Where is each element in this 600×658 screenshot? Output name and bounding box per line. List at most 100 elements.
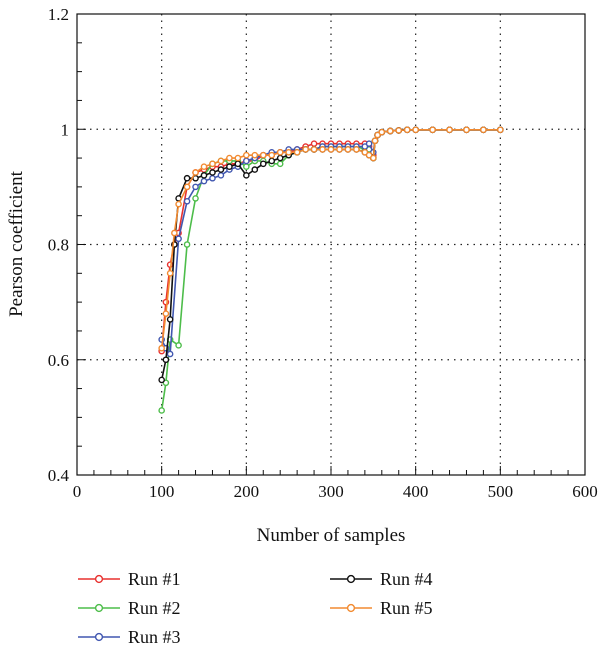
data-point <box>310 146 318 153</box>
x-tick-label: 600 <box>572 482 598 501</box>
data-point <box>243 151 250 159</box>
legend-marker <box>94 632 104 642</box>
legend-item: Run #4 <box>330 569 433 589</box>
tick-labels: 0 100 200 300 400 500 600 0.4 0.6 0.8 1 1.2 <box>48 5 598 501</box>
legend-label: Run #3 <box>128 627 181 647</box>
data-point <box>378 128 386 136</box>
y-tick-label: 1.2 <box>48 5 69 24</box>
data-point <box>446 126 453 134</box>
data-point <box>209 160 216 168</box>
data-point <box>302 146 309 153</box>
data-point <box>226 154 233 162</box>
legend-item: Run #2 <box>78 598 181 618</box>
y-axis-title: Pearson coefficient <box>6 170 27 317</box>
data-point <box>209 169 216 176</box>
data-point <box>319 146 326 153</box>
legend-label: Run #1 <box>128 569 181 589</box>
data-point <box>251 151 259 159</box>
y-tick-label: 0.8 <box>48 236 69 255</box>
data-point <box>251 166 259 173</box>
data-point <box>243 172 250 179</box>
data-point <box>166 270 174 277</box>
data-point <box>370 154 377 162</box>
series <box>158 126 504 414</box>
data-point <box>276 154 284 162</box>
x-tick-label: 400 <box>403 482 429 501</box>
legend-item: Run #5 <box>330 598 433 618</box>
x-tick-label: 0 <box>73 482 82 501</box>
data-point <box>192 195 199 202</box>
data-point <box>217 166 225 173</box>
x-tick-label: 200 <box>234 482 260 501</box>
data-point <box>200 163 208 171</box>
data-point <box>209 174 216 182</box>
x-tick-label: 500 <box>488 482 514 501</box>
y-tick-label: 0.6 <box>48 351 69 370</box>
series-run-5 <box>158 126 504 352</box>
x-tick-label: 300 <box>318 482 344 501</box>
data-point <box>403 126 411 134</box>
data-point <box>217 172 225 179</box>
data-point <box>336 146 343 153</box>
data-point <box>361 148 369 156</box>
data-point <box>158 376 165 384</box>
data-point <box>243 157 250 165</box>
data-point <box>183 174 191 182</box>
data-point <box>175 342 182 349</box>
data-point <box>497 126 504 134</box>
data-point <box>171 229 178 237</box>
legend-item: Run #1 <box>78 569 181 589</box>
data-point <box>200 172 208 179</box>
data-point <box>158 344 165 352</box>
data-point <box>276 148 284 156</box>
legend-label: Run #2 <box>128 598 181 618</box>
data-point <box>183 183 191 191</box>
ticks <box>76 13 586 476</box>
data-point <box>365 151 373 159</box>
data-point <box>162 379 170 387</box>
x-tick-label: 100 <box>149 482 175 501</box>
data-point <box>192 169 199 176</box>
y-tick-label: 1 <box>61 120 70 139</box>
data-point <box>183 197 191 205</box>
data-point <box>234 160 242 168</box>
data-point <box>175 235 182 243</box>
legend-marker <box>94 574 104 584</box>
legend-label: Run #4 <box>380 569 433 589</box>
data-point <box>183 241 191 248</box>
data-point <box>166 350 174 358</box>
x-axis-title: Number of samples <box>257 525 406 546</box>
data-point <box>162 356 170 364</box>
data-point <box>412 126 419 134</box>
data-point <box>268 151 276 159</box>
legend: Run #1 Run #2 Run #3 Run #4 Run #5 <box>78 569 433 647</box>
data-point <box>480 126 487 134</box>
data-point <box>310 140 318 147</box>
data-point <box>353 146 360 153</box>
legend-marker <box>346 603 356 613</box>
data-point <box>243 163 250 171</box>
legend-marker <box>94 603 104 613</box>
data-point <box>463 126 470 134</box>
data-point <box>327 146 335 153</box>
data-point <box>200 177 208 185</box>
data-point <box>162 310 170 317</box>
data-point <box>226 163 233 171</box>
data-point <box>192 183 199 191</box>
data-point <box>371 137 379 145</box>
data-point <box>429 126 436 134</box>
y-tick-label: 0.4 <box>48 466 70 485</box>
data-point <box>365 140 373 147</box>
data-point <box>217 157 225 165</box>
legend-label: Run #5 <box>380 598 433 618</box>
data-point <box>234 154 242 162</box>
data-point <box>293 148 301 156</box>
data-point <box>268 157 276 165</box>
data-point <box>166 316 174 323</box>
data-point <box>344 146 352 153</box>
data-point <box>374 131 381 139</box>
data-point <box>259 151 267 159</box>
data-point <box>175 200 182 208</box>
